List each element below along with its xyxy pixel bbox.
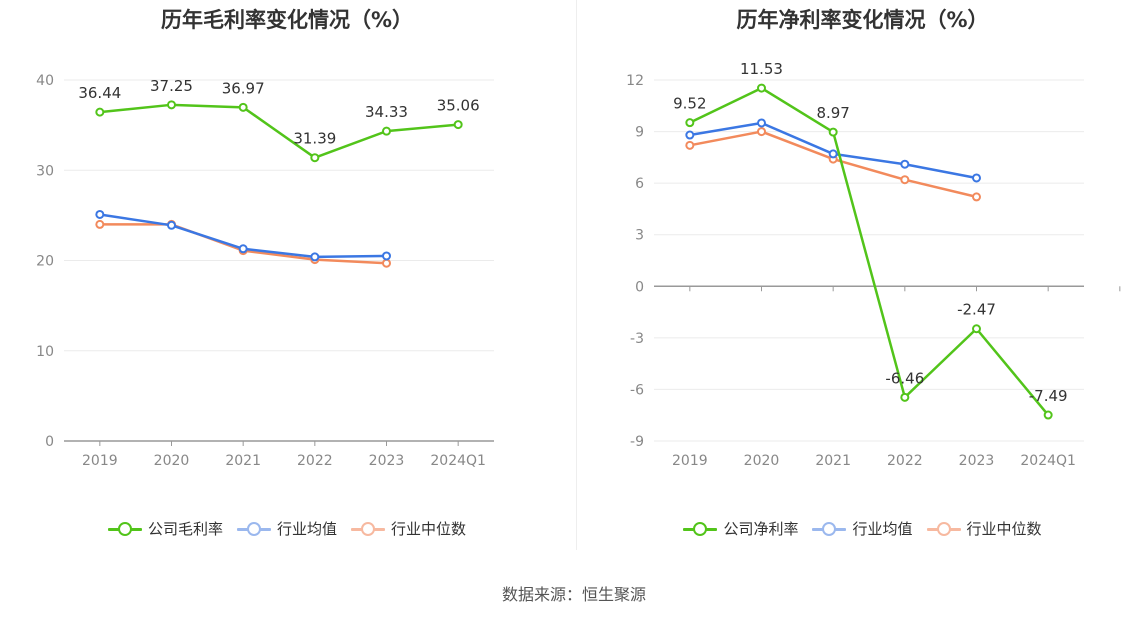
x-tick-label: 2024Q1 — [430, 453, 486, 469]
chart-title: 历年净利率变化情况（%） — [736, 8, 989, 32]
data-label: 34.33 — [365, 103, 408, 121]
company-series-point — [757, 83, 766, 93]
avg-series-point — [382, 251, 391, 261]
data-label: 35.06 — [437, 97, 480, 115]
data-label: 37.25 — [150, 77, 193, 95]
legend-marker-icon — [683, 521, 718, 536]
avg-series-point — [238, 244, 248, 254]
company-series-line — [689, 86, 1050, 416]
net-margin-chart: 历年净利率变化情况（%） -9 -6 -3 0 3 6 9 12 2019 2020 2021 202… — [577, 0, 1148, 560]
data-source: 数据来源：恒生聚源 — [501, 585, 646, 604]
legend-marker-icon — [812, 521, 847, 536]
x-tick-label: 2022 — [887, 453, 923, 469]
avg-series-point — [685, 130, 695, 140]
median-series-point — [685, 140, 695, 150]
x-tick-label: 2021 — [815, 453, 851, 469]
median-series-point — [382, 258, 391, 268]
data-label: 8.97 — [816, 104, 849, 122]
company-series-point — [1043, 410, 1053, 420]
avg-series-point — [310, 252, 320, 262]
legend-item-company[interactable]: 公司毛利率 — [107, 518, 223, 539]
x-tick-label: 2022 — [297, 453, 333, 469]
company-series-point — [972, 324, 981, 334]
y-tick-label: 10 — [36, 344, 54, 360]
legend-item-company[interactable]: 公司净利率 — [683, 518, 798, 539]
avg-series-point — [828, 149, 838, 159]
y-tick-label: 40 — [36, 73, 54, 89]
y-tick-label: 0 — [45, 434, 54, 450]
data-label: -7.49 — [1029, 387, 1068, 405]
data-label: -2.47 — [957, 301, 996, 319]
y-tick-label: -9 — [630, 434, 644, 450]
legend-marker-icon — [107, 521, 142, 536]
x-tick-label: 2024Q1 — [1020, 453, 1076, 469]
company-series-point — [453, 120, 463, 130]
legend-label: 行业均值 — [852, 520, 913, 538]
legend-item-median[interactable]: 行业中位数 — [351, 518, 466, 539]
legend: 公司净利率 行业均值 行业中位数 — [577, 518, 1148, 539]
y-tick-label: -6 — [630, 382, 644, 398]
x-tick-label: 2021 — [225, 453, 261, 469]
company-series-point — [382, 126, 391, 136]
avg-series-point — [95, 209, 105, 219]
data-label: 36.97 — [222, 79, 265, 97]
net-margin-plot: -9 -6 -3 0 3 6 9 12 2019 2020 2021 2022 2023 2024Q1 9.… — [626, 60, 1121, 469]
legend-marker-icon — [926, 521, 961, 536]
company-series-point — [828, 127, 838, 137]
panel-divider — [576, 0, 577, 550]
data-label: 9.52 — [673, 95, 706, 113]
legend-item-median[interactable]: 行业中位数 — [926, 518, 1042, 539]
company-series-point — [310, 153, 320, 163]
company-series-point — [238, 102, 248, 112]
avg-series-point — [167, 220, 176, 230]
x-tick-label: 2023 — [369, 453, 405, 469]
legend-label: 行业中位数 — [966, 520, 1042, 538]
data-label: 31.39 — [293, 130, 336, 148]
company-series-line — [99, 103, 459, 159]
y-tick-label: 9 — [635, 125, 644, 141]
company-series-point — [95, 107, 105, 117]
legend: 公司毛利率 行业均值 行业中位数 — [0, 518, 574, 539]
y-tick-label: 0 — [635, 279, 644, 295]
legend-item-avg[interactable]: 行业均值 — [236, 518, 337, 539]
x-tick-label: 2020 — [744, 453, 780, 469]
y-tick-label: -3 — [630, 331, 644, 347]
median-series-point — [95, 219, 105, 229]
avg-series-point — [900, 159, 910, 169]
legend-label: 公司净利率 — [723, 520, 799, 538]
data-label: 36.44 — [78, 84, 121, 102]
data-label: -6.46 — [885, 369, 924, 387]
x-tick-label: 2020 — [154, 453, 190, 469]
median-series-point — [757, 127, 766, 137]
x-tick-label: 2023 — [959, 453, 995, 469]
company-series-point — [685, 118, 695, 128]
legend-label: 行业中位数 — [391, 520, 467, 538]
legend-marker-icon — [351, 521, 385, 536]
legend-marker-icon — [236, 521, 271, 536]
legend-item-avg[interactable]: 行业均值 — [812, 518, 913, 539]
y-tick-label: 12 — [626, 73, 644, 89]
company-series-point — [167, 100, 176, 110]
legend-label: 行业均值 — [276, 520, 337, 538]
company-series-point — [900, 392, 910, 402]
y-tick-label: 20 — [36, 254, 54, 270]
avg-series-point — [972, 173, 981, 183]
x-tick-label: 2019 — [672, 453, 708, 469]
y-tick-label: 6 — [635, 176, 644, 192]
median-series-point — [972, 192, 981, 202]
y-tick-label: 30 — [36, 163, 54, 179]
data-label: 11.53 — [740, 60, 783, 78]
avg-series-point — [757, 118, 766, 128]
y-tick-label: 3 — [635, 228, 644, 244]
median-series-point — [900, 175, 910, 185]
median-series-line — [689, 130, 977, 199]
gross-margin-plot: 0 10 20 30 40 2019 2020 2021 2022 2023 2024Q1 36.44… — [36, 73, 494, 469]
chart-title: 历年毛利率变化情况（%） — [160, 8, 414, 32]
x-tick-label: 2019 — [82, 453, 118, 469]
legend-label: 公司毛利率 — [147, 520, 223, 538]
gross-margin-chart: 历年毛利率变化情况（%） 0 10 20 30 40 2019 2020 2021 2022 20… — [0, 0, 574, 560]
